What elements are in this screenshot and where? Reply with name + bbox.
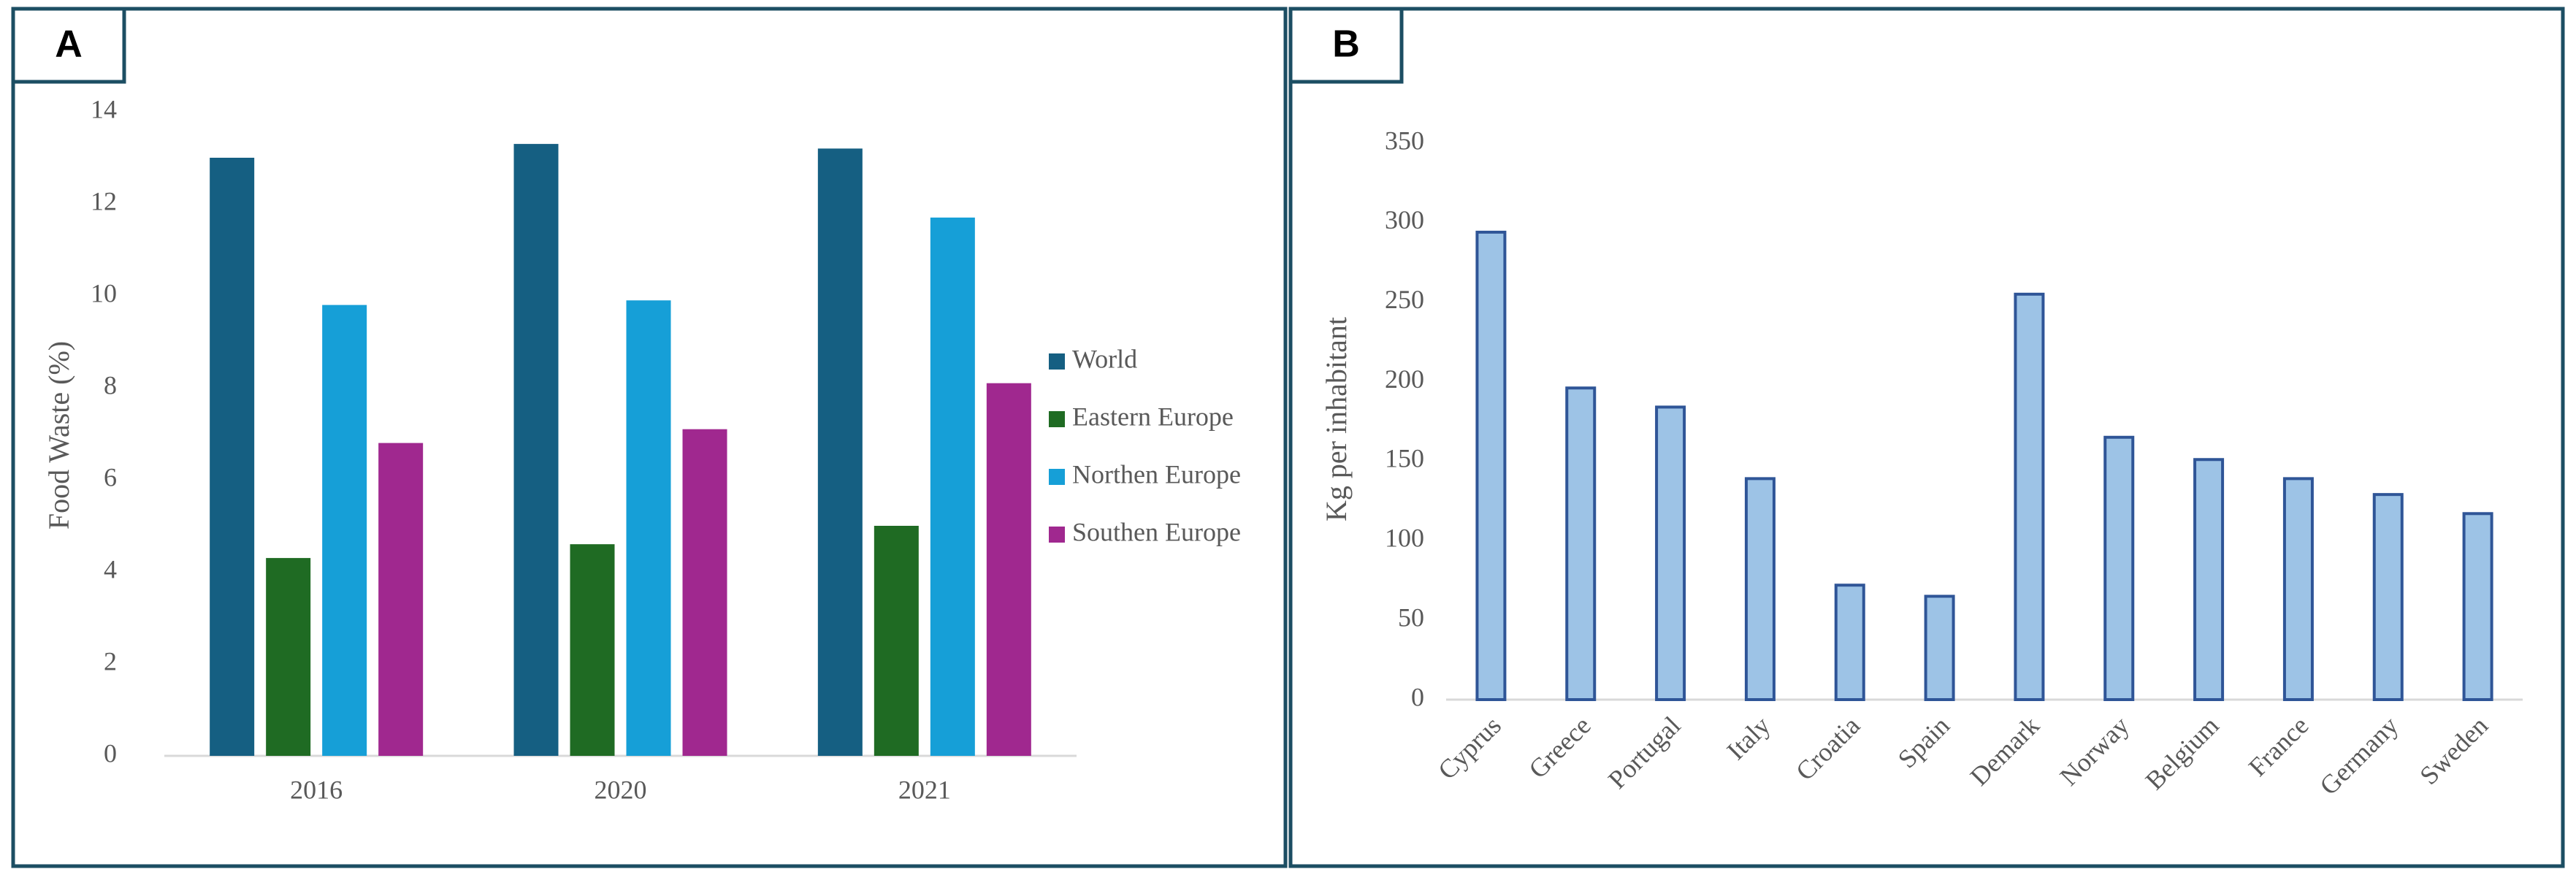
- x-tick-label: Greece: [1523, 711, 1596, 784]
- x-tick-label: 2020: [595, 775, 647, 804]
- bar: [1744, 477, 1776, 701]
- x-tick-label: Demark: [1965, 711, 2045, 791]
- bar: [266, 558, 311, 756]
- legend-swatch: [1049, 527, 1065, 543]
- bar: [930, 217, 975, 756]
- bar: [1565, 386, 1597, 702]
- legend-label: Southen Europe: [1072, 517, 1241, 546]
- x-tick-label: Belgium: [2140, 711, 2225, 795]
- panel-label: B: [1332, 23, 1360, 66]
- y-tick-label: 0: [1411, 682, 1424, 711]
- y-tick-label: 4: [104, 554, 117, 584]
- legend-label: Eastern Europe: [1072, 402, 1234, 431]
- bar: [513, 144, 559, 757]
- panel-b-label-box: [1288, 7, 1404, 84]
- bar: [2282, 477, 2314, 701]
- x-tick-label: Croatia: [1790, 711, 1865, 786]
- bar: [570, 544, 615, 756]
- y-tick-label: 2: [104, 646, 117, 676]
- bar: [682, 429, 727, 756]
- y-tick-label: 150: [1385, 444, 1424, 473]
- bar: [817, 148, 863, 756]
- bar: [1834, 584, 1865, 702]
- bar: [2462, 512, 2493, 701]
- y-tick-label: 200: [1385, 364, 1424, 394]
- y-tick-label: 50: [1398, 602, 1424, 632]
- legend-swatch: [1049, 411, 1065, 427]
- x-tick-label: 2016: [290, 775, 343, 804]
- x-tick-label: Italy: [1721, 711, 1776, 765]
- bar: [1475, 230, 1507, 702]
- panel-a: [11, 7, 1288, 868]
- bar: [2372, 493, 2404, 701]
- bar: [626, 300, 671, 756]
- legend-label: Northen Europe: [1072, 459, 1241, 489]
- y-tick-label: 350: [1385, 126, 1424, 155]
- x-tick-label: Germany: [2314, 711, 2404, 800]
- y-tick-label: 6: [104, 462, 117, 491]
- x-tick-label: Spain: [1892, 711, 1955, 773]
- y-tick-label: 8: [104, 370, 117, 399]
- y-tick-label: 100: [1385, 524, 1424, 553]
- x-tick-label: Portugal: [1602, 711, 1686, 795]
- bar: [210, 158, 255, 756]
- x-tick-label: Norway: [2054, 711, 2134, 791]
- panel-a-label-box: [11, 7, 126, 84]
- legend-label: World: [1072, 344, 1137, 373]
- panel-label: A: [55, 23, 83, 66]
- y-axis-label: Food Waste (%): [42, 341, 75, 529]
- bar: [1924, 594, 1955, 701]
- x-tick-label: Cyprus: [1432, 711, 1507, 785]
- y-tick-label: 300: [1385, 205, 1424, 234]
- bar: [986, 383, 1031, 756]
- panel-b: [1288, 7, 2565, 868]
- bar: [874, 526, 919, 756]
- y-tick-label: 250: [1385, 285, 1424, 314]
- y-tick-label: 14: [91, 94, 117, 123]
- bar: [322, 305, 367, 757]
- legend-swatch: [1049, 469, 1065, 485]
- x-tick-label: 2021: [898, 775, 951, 804]
- bar: [1655, 405, 1686, 701]
- bar: [2103, 435, 2135, 701]
- x-tick-label: France: [2243, 711, 2315, 782]
- bar: [2014, 292, 2045, 702]
- y-tick-label: 12: [91, 186, 117, 215]
- bar: [2193, 458, 2225, 701]
- y-tick-label: 10: [91, 278, 117, 307]
- bar: [378, 443, 424, 756]
- y-axis-label: Kg per inhabitant: [1320, 317, 1353, 521]
- legend-swatch: [1049, 353, 1065, 370]
- y-tick-label: 0: [104, 738, 117, 768]
- x-tick-label: Sweden: [2414, 711, 2493, 790]
